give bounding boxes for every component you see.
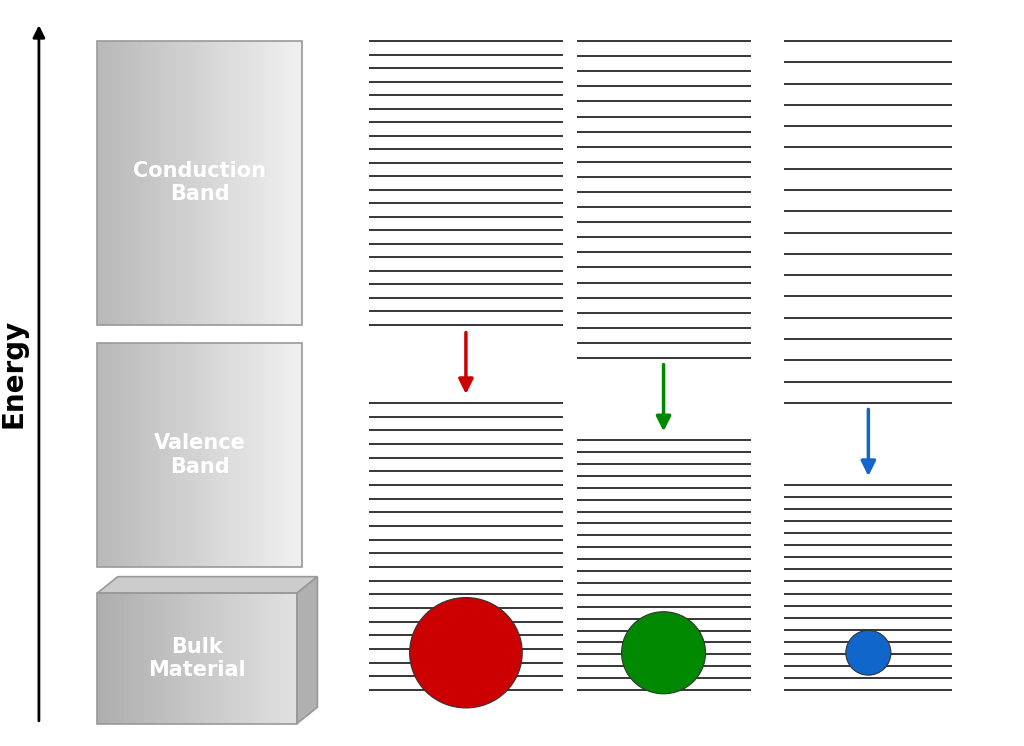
Bar <box>97 41 302 325</box>
Bar <box>97 343 302 567</box>
Text: Valence
Band: Valence Band <box>154 433 246 477</box>
Ellipse shape <box>622 612 706 694</box>
Polygon shape <box>97 577 317 593</box>
Text: Conduction
Band: Conduction Band <box>133 161 266 204</box>
Ellipse shape <box>410 598 522 708</box>
Bar <box>97 593 297 724</box>
Polygon shape <box>297 577 317 724</box>
Ellipse shape <box>846 630 891 675</box>
Text: Energy: Energy <box>0 319 28 427</box>
Text: Bulk
Material: Bulk Material <box>148 637 246 680</box>
